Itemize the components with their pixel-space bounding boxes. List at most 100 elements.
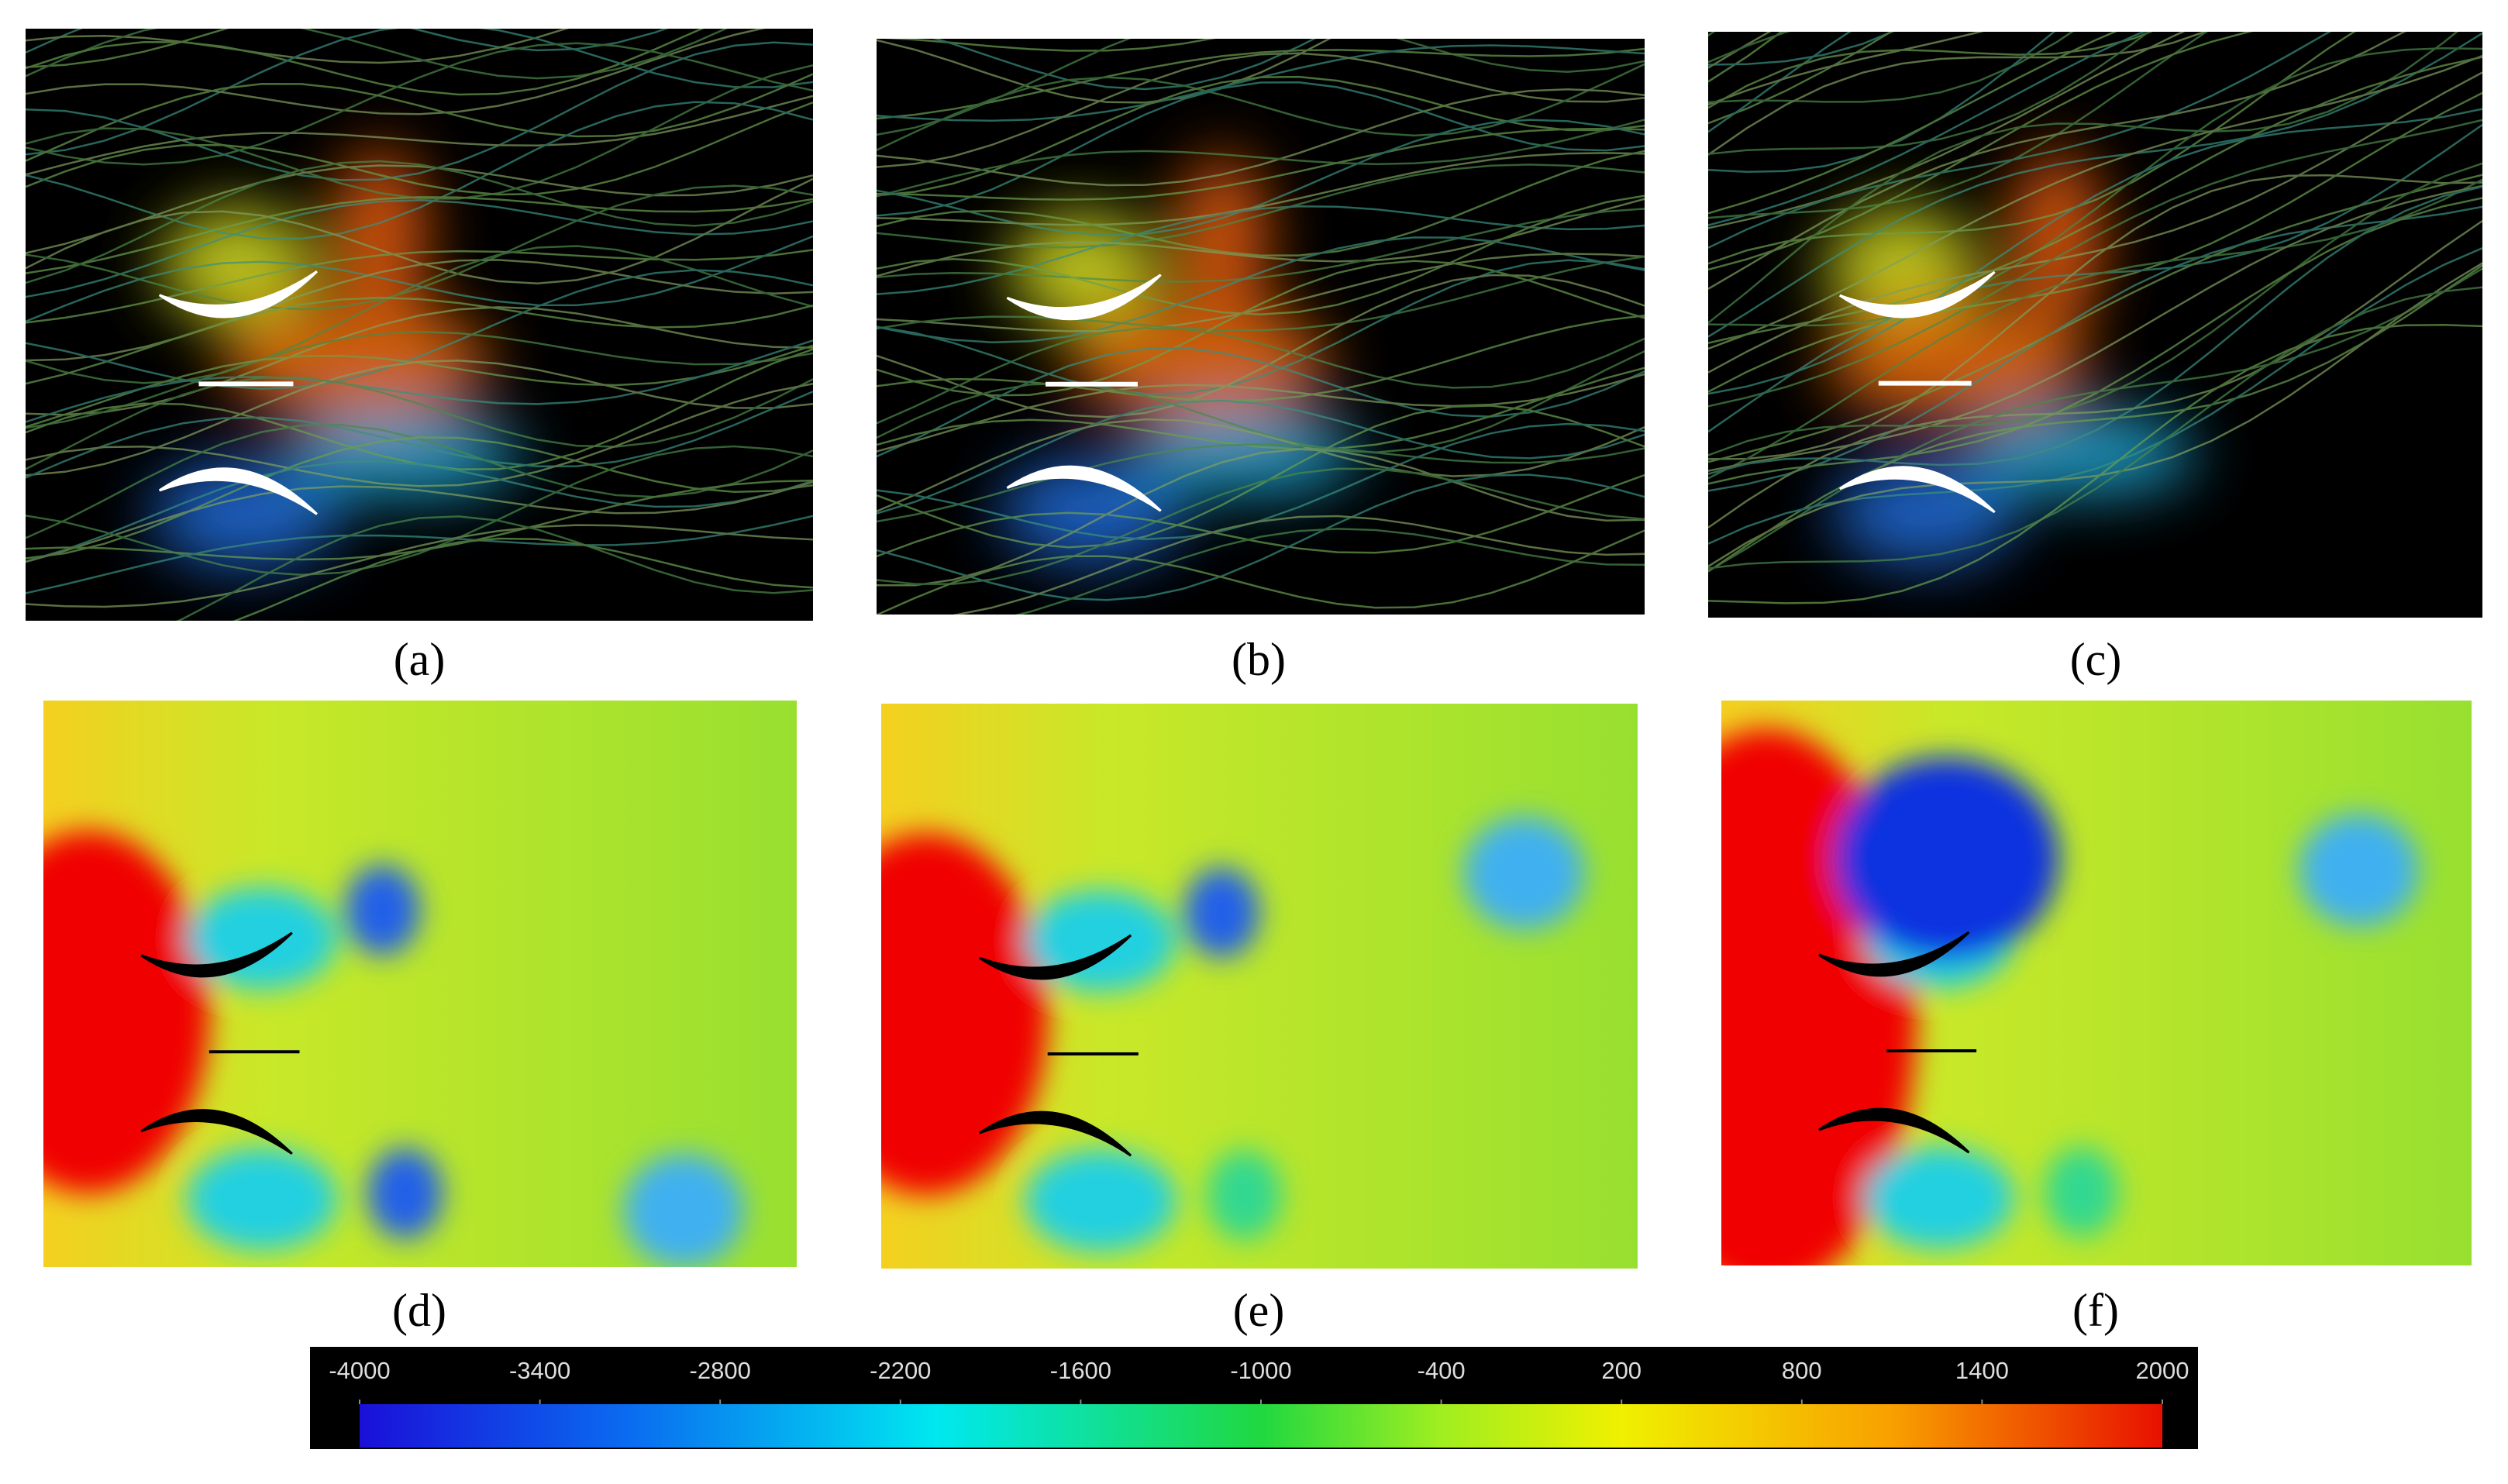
streamline [26, 382, 813, 487]
streamline [26, 331, 813, 429]
streamline [176, 515, 813, 621]
wake-warm [1824, 301, 2088, 418]
streamline [26, 259, 813, 362]
streamline [1708, 32, 2253, 271]
streamline [877, 467, 1645, 585]
streamline [1708, 47, 2482, 327]
streamline [26, 344, 813, 429]
streamline [1708, 32, 1984, 106]
streamline [26, 41, 813, 181]
streamline [1708, 32, 2458, 324]
pressure-blobs [1721, 728, 2420, 1265]
streamline [26, 29, 766, 115]
streamline [26, 249, 813, 324]
streamline [877, 198, 1645, 277]
colorbar-tick-label: 200 [1601, 1357, 1642, 1384]
streamline [1708, 32, 2153, 109]
streamline [877, 88, 1645, 187]
panel-content [1708, 32, 2482, 618]
streamline [26, 306, 813, 416]
airfoil [158, 467, 318, 515]
panel [877, 39, 1645, 615]
airfoil [140, 931, 293, 978]
streamline [877, 127, 1645, 201]
streamline [1708, 162, 2482, 456]
vortex-lower [999, 459, 1184, 563]
streamline [1708, 184, 2482, 472]
streamline [877, 255, 1645, 332]
streamlines [1708, 32, 2482, 604]
wake-low [2299, 813, 2420, 927]
vortex-low-2 [367, 1148, 443, 1239]
streamline [1708, 174, 2482, 460]
streamline [877, 367, 1645, 450]
streamline [877, 152, 1645, 226]
streamline [1708, 32, 2331, 249]
streamline [26, 436, 813, 560]
streamlines [26, 29, 813, 621]
streamline [26, 160, 813, 284]
streamline [877, 327, 1645, 425]
streamline [26, 199, 813, 298]
streamline [877, 260, 1645, 397]
panel [1708, 32, 2482, 618]
colorbar-tick-label: 800 [1782, 1357, 1822, 1384]
streamline [26, 102, 813, 196]
panel [26, 29, 813, 621]
airfoil [1817, 1107, 1970, 1154]
airfoil [1838, 466, 1996, 514]
airfoil [979, 934, 1132, 980]
streamline [877, 443, 1645, 523]
streamline [1708, 32, 2208, 156]
vortex-low-2 [2044, 1146, 2120, 1238]
high-pressure [881, 833, 1048, 1196]
streamline [1708, 205, 2482, 492]
panels [26, 29, 2482, 1269]
streamline [1708, 123, 2482, 433]
streamline [1708, 197, 2482, 485]
streamline [1708, 32, 1895, 66]
vortex-low [1183, 867, 1259, 959]
streamline [26, 73, 813, 162]
streamline [877, 418, 1645, 513]
streamline [1708, 119, 2482, 408]
colorbar-tick-label: -400 [1418, 1357, 1466, 1384]
wake-cool [285, 413, 522, 497]
streamline [1708, 32, 2151, 156]
streamline [877, 473, 1645, 601]
colorbar: -4000 -3400 -2800 -2200 -1600 -1000 -400 200 800… [310, 1347, 2198, 1449]
streamline [26, 524, 813, 608]
panel [43, 701, 797, 1267]
panel [881, 704, 1638, 1269]
airfoil [158, 270, 318, 318]
streamline [26, 29, 669, 54]
colorbar-tick-label: -4000 [329, 1357, 390, 1384]
streamline [1708, 56, 2482, 344]
streamline [1708, 324, 2482, 604]
streamline [233, 537, 813, 621]
panel-content [881, 704, 1638, 1269]
streamline [1708, 185, 2482, 475]
streamline [1708, 108, 2482, 395]
panel-label: (b) [1232, 634, 1286, 685]
streamline [1708, 32, 2056, 174]
colorbar-gradient [360, 1404, 2162, 1448]
colorbar-tick-label: -3400 [509, 1357, 570, 1384]
streamline [877, 347, 1645, 458]
streamline [1708, 32, 2482, 338]
streamline [1708, 71, 2482, 374]
panel-label: (e) [1233, 1285, 1285, 1336]
streamline [877, 274, 1645, 418]
streamline [26, 391, 813, 479]
streamline [26, 480, 813, 563]
streamline [877, 259, 1645, 395]
streamline [877, 236, 1645, 343]
panel-label: (d) [392, 1285, 446, 1336]
streamline [26, 424, 813, 539]
wake-warm [222, 301, 491, 420]
wake-low [1463, 816, 1585, 930]
panel-content [1721, 701, 2472, 1265]
streamline [26, 297, 813, 385]
high-pressure [43, 831, 209, 1193]
